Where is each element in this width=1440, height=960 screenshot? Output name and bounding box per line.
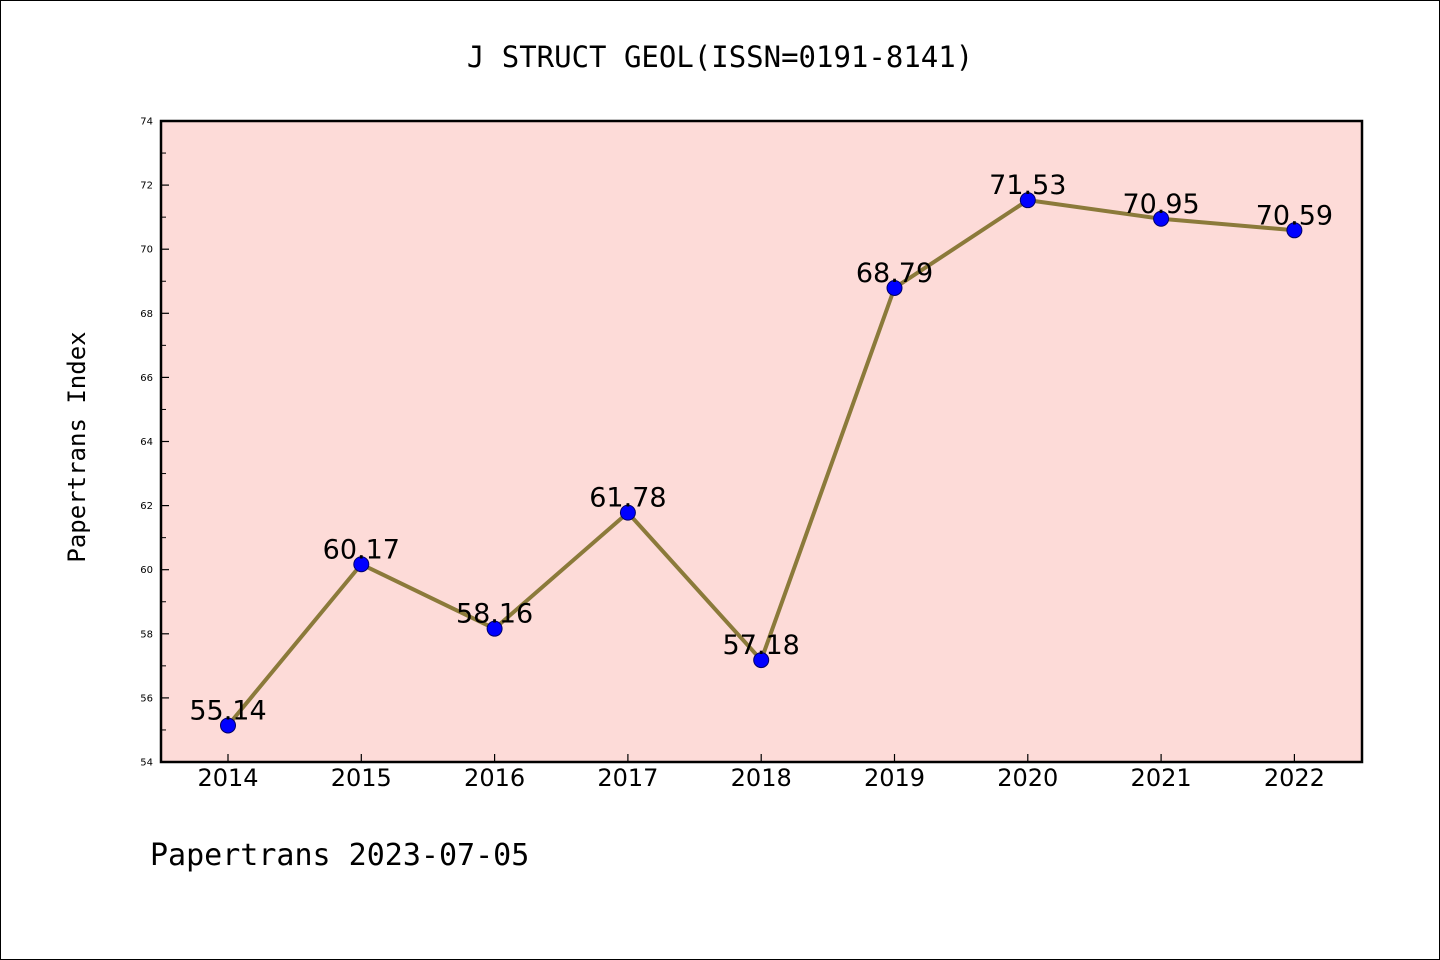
data-label: 68.79 — [856, 258, 933, 289]
data-label: 55.14 — [189, 695, 266, 726]
y-tick-label: 60 — [140, 565, 153, 576]
data-label: 61.78 — [589, 483, 666, 514]
data-label: 71.53 — [989, 170, 1066, 201]
data-point — [619, 504, 636, 521]
y-tick-label: 62 — [140, 501, 153, 512]
x-tick-label: 2020 — [997, 764, 1058, 792]
data-point — [1153, 210, 1170, 227]
y-tick-label: 58 — [140, 629, 153, 640]
footer-watermark: Papertrans 2023-07-05 — [150, 838, 529, 873]
data-point — [486, 620, 503, 637]
y-tick-label: 68 — [140, 309, 153, 320]
chart-title: J STRUCT GEOL(ISSN=0191-8141) — [467, 40, 973, 74]
y-tick-label: 66 — [140, 373, 153, 384]
y-tick-label: 70 — [140, 245, 153, 256]
x-tick-label: 2017 — [597, 764, 658, 792]
data-label: 60.17 — [323, 534, 400, 565]
y-tick-label: 64 — [140, 437, 153, 448]
data-point — [1019, 192, 1036, 209]
plot-frame — [159, 119, 1364, 764]
y-tick-label: 54 — [140, 758, 153, 769]
data-point — [1286, 222, 1303, 239]
data-label: 57.18 — [723, 630, 800, 661]
data-point — [220, 717, 236, 734]
data-label: 58.16 — [456, 599, 533, 630]
data-point — [753, 652, 770, 669]
x-tick-label: 2014 — [197, 764, 258, 792]
series-markers — [220, 192, 1303, 734]
x-tick-label: 2015 — [331, 764, 392, 792]
data-label: 70.59 — [1256, 200, 1333, 231]
x-tick-label: 2022 — [1264, 764, 1325, 792]
data-point — [886, 279, 903, 296]
x-tick-label: 2016 — [464, 764, 525, 792]
y-tick-label: 74 — [140, 117, 153, 128]
data-labels: 55.14 60.17 58.16 61.78 57.18 68.79 71.53 70.95… — [189, 170, 1333, 726]
data-point — [353, 556, 370, 573]
y-tick-label: 72 — [140, 181, 153, 192]
data-label: 70.95 — [1122, 189, 1199, 220]
axis-ticks: 54 56 58 60 62 64 66 68 70 72 74 2014 2015 2016 2017 20… — [140, 117, 1325, 793]
x-tick-label: 2021 — [1131, 764, 1192, 792]
y-axis-label: Papertrans Index — [63, 331, 91, 562]
y-tick-label: 56 — [140, 693, 153, 704]
x-tick-label: 2018 — [731, 764, 792, 792]
x-tick-label: 2019 — [864, 764, 925, 792]
